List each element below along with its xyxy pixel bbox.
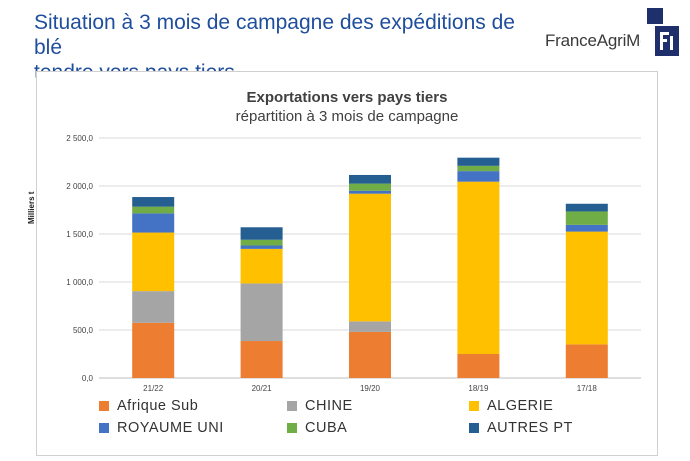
page-title-line-1: Situation à 3 mois de campagne des expéd… [34, 11, 515, 59]
bar-segment [565, 203, 608, 212]
bar-segment [349, 183, 391, 191]
bar-segment [565, 211, 608, 225]
bar-segment [240, 227, 283, 240]
x-tick-label: 20/21 [252, 384, 273, 392]
bar-segment [457, 157, 500, 166]
legend-label: Afrique Sub [117, 398, 199, 414]
legend-swatch [469, 423, 479, 433]
stacked-bar-chart: 0,0 500,0 1 000,0 1 500,0 2 000,0 2 500,0 21/2… [66, 134, 641, 392]
x-tick-label: 17/18 [577, 384, 598, 392]
x-tick-label: 21/22 [143, 384, 164, 392]
chart-frame: Exportations vers pays tiers répartition… [27, 71, 658, 456]
bar-segment [349, 174, 391, 184]
logo-text: FranceAgriMer [545, 31, 655, 50]
franceagrimer-logo: FranceAgriMer [545, 6, 685, 60]
legend-label: CUBA [305, 420, 348, 436]
bar-segment [457, 354, 500, 378]
x-tick-label: 19/20 [360, 384, 381, 392]
y-tick-label: 0,0 [82, 374, 94, 383]
bar-segment [240, 341, 283, 378]
bar-segment [132, 197, 175, 207]
bar-segment [240, 283, 283, 342]
bar-segment [240, 248, 283, 284]
y-axis-label: Milliers t [27, 191, 36, 224]
legend-label: ALGERIE [487, 398, 554, 414]
bar-segment [240, 239, 283, 246]
bar-segment [349, 331, 391, 378]
bar-segment [565, 344, 608, 378]
bar-segment [349, 321, 391, 332]
chart-title: Exportations vers pays tiers [246, 89, 448, 106]
legend-label: ROYAUME UNI [117, 420, 224, 436]
legend-label: AUTRES PT [487, 420, 573, 436]
legend-label: CHINE [305, 398, 353, 414]
legend-swatch [469, 401, 479, 411]
y-tick-label: 1 500,0 [66, 230, 93, 239]
legend-swatch [287, 423, 297, 433]
bar-segment [132, 322, 175, 378]
bar-segment [565, 224, 608, 232]
legend-item: ALGERIE [469, 398, 639, 414]
bar-segment [132, 213, 175, 233]
y-tick-label: 2 500,0 [66, 134, 93, 143]
y-tick-label: 1 000,0 [66, 278, 93, 287]
y-tick-label: 500,0 [73, 326, 94, 335]
bar-segment [349, 193, 391, 322]
bar-segment [132, 206, 175, 214]
bar-segment [565, 231, 608, 345]
x-tick-label: 18/19 [468, 384, 489, 392]
legend-item: CHINE [287, 398, 469, 414]
bar-segment [132, 291, 175, 323]
legend-item: CUBA [287, 420, 469, 436]
legend-swatch [99, 423, 109, 433]
bar-segment [132, 232, 175, 292]
bar-segment [457, 165, 500, 172]
chart-subtitle: répartition à 3 mois de campagne [235, 108, 459, 125]
chart-legend: Afrique Sub CHINE ALGERIE ROYAUME UNI CUBA AU… [99, 398, 639, 436]
y-tick-label: 2 000,0 [66, 182, 93, 191]
bar-segment [457, 171, 500, 182]
legend-item: Afrique Sub [99, 398, 287, 414]
legend-swatch [287, 401, 297, 411]
legend-item: ROYAUME UNI [99, 420, 287, 436]
legend-item: AUTRES PT [469, 420, 639, 436]
bar-segment [240, 245, 283, 249]
bar-segment [349, 190, 391, 194]
legend-swatch [99, 401, 109, 411]
franceagrimer-logo-icon [641, 6, 681, 60]
bar-segment [457, 181, 500, 354]
